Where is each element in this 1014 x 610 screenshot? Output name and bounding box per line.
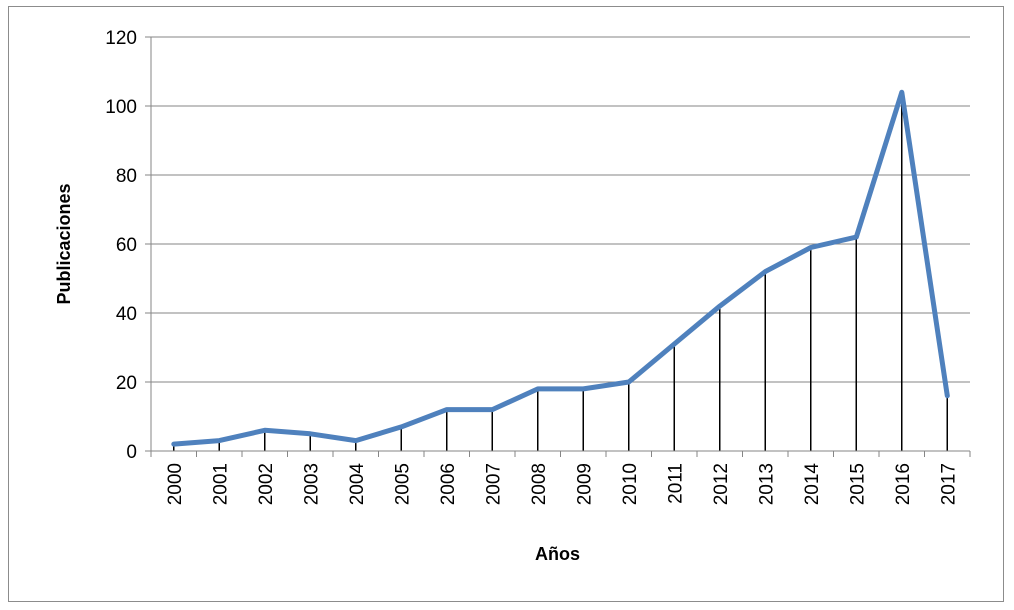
data-point-2013 (764, 271, 766, 273)
y-tick-label-20: 20 (116, 373, 137, 394)
data-point-2009 (582, 388, 584, 390)
data-point-2007 (491, 409, 493, 411)
x-tick-label-2005: 2005 (392, 463, 413, 505)
data-point-2016 (901, 91, 903, 93)
data-point-2008 (537, 388, 539, 390)
data-point-2000 (173, 443, 175, 445)
x-tick-label-2012: 2012 (711, 463, 732, 505)
data-point-2010 (628, 381, 630, 383)
drop-lines (173, 92, 948, 451)
x-tick-label-2011: 2011 (665, 463, 686, 504)
x-tick-label-2002: 2002 (256, 463, 277, 505)
x-tick-label-2015: 2015 (847, 463, 868, 505)
x-tick-labels: 2000 2001 2002 2003 2004 2005 2006 2007 2008 2009… (165, 463, 960, 506)
series-line (171, 89, 950, 447)
gridlines (151, 36, 970, 383)
data-point-2002 (264, 429, 266, 431)
x-tick-label-2008: 2008 (529, 463, 550, 505)
y-tick-label-100: 100 (105, 97, 137, 118)
data-point-2003 (309, 433, 311, 435)
axes (145, 36, 971, 457)
data-point-2001 (218, 440, 220, 442)
data-point-2004 (355, 440, 357, 442)
y-tick-label-0: 0 (126, 442, 137, 463)
x-tick-label-2017: 2017 (938, 463, 959, 505)
x-tick-label-2006: 2006 (438, 463, 459, 505)
data-point-2005 (400, 426, 402, 428)
data-point-2017 (946, 395, 948, 397)
x-tick-label-2016: 2016 (893, 463, 914, 505)
x-tick-label-2010: 2010 (620, 463, 641, 505)
y-tick-label-60: 60 (116, 235, 137, 256)
x-tick-label-2000: 2000 (165, 463, 186, 505)
data-point-2011 (673, 343, 675, 345)
y-tick-labels: 0 20 40 60 80 100 120 (105, 28, 137, 463)
x-tick-label-2001: 2001 (210, 463, 231, 505)
x-tick-label-2004: 2004 (347, 463, 368, 506)
y-tick-label-120: 120 (105, 28, 137, 49)
x-tick-label-2014: 2014 (802, 463, 823, 506)
chart-frame (8, 6, 1004, 602)
x-tick-label-2009: 2009 (574, 463, 595, 505)
y-tick-label-80: 80 (116, 166, 137, 187)
data-point-2012 (719, 305, 721, 307)
x-tick-label-2007: 2007 (483, 463, 504, 505)
x-axis-title: Años (535, 544, 580, 564)
y-tick-label-40: 40 (116, 304, 137, 325)
data-point-2006 (446, 409, 448, 411)
data-point-2014 (810, 246, 812, 248)
data-point-2015 (855, 236, 857, 238)
series-layer (171, 89, 950, 447)
x-tick-label-2003: 2003 (301, 463, 322, 505)
x-tick-label-2013: 2013 (756, 463, 777, 505)
y-axis-title: Publicaciones (54, 183, 74, 304)
